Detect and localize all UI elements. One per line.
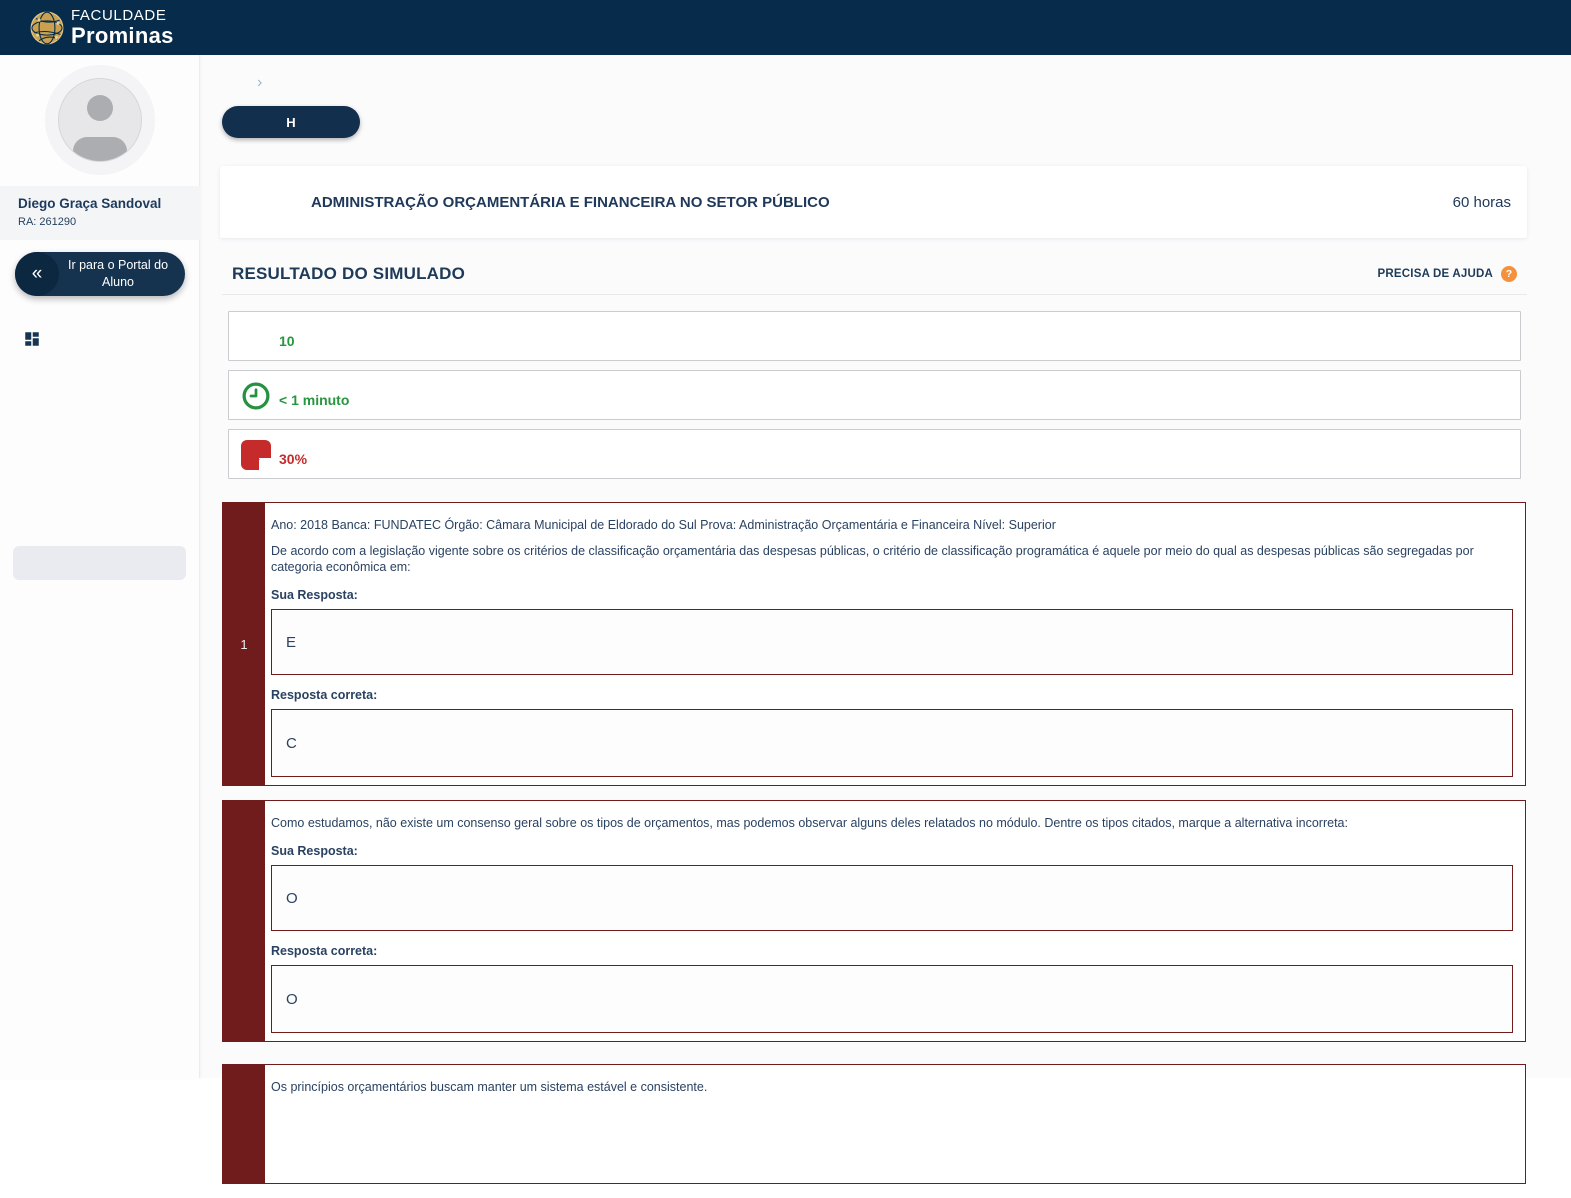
- user-ra: RA: 261290: [18, 216, 77, 228]
- question-text: Como estudamos, não existe um consenso g…: [271, 816, 1348, 830]
- stat-time-value: < 1 minuto: [279, 392, 350, 408]
- portal-button-label: Ir para o Portal do Aluno: [67, 257, 169, 290]
- h-button[interactable]: H: [222, 106, 360, 138]
- chevron-right-icon: ›: [257, 74, 263, 91]
- question-text: De acordo com a legislação vigente sobre…: [271, 544, 1474, 574]
- avatar: [45, 65, 155, 175]
- questions-list: 1 Ano: 2018 Banca: FUNDATEC Órgão: Câmar…: [222, 502, 1526, 1198]
- clock-icon: [241, 381, 271, 411]
- user-info: Diego Graça Sandoval RA: 261290: [0, 186, 200, 240]
- question-number: [223, 1065, 265, 1183]
- question-text: Os princípios orçamentários buscam mante…: [271, 1080, 708, 1094]
- note-icon: [241, 440, 271, 470]
- stat-empty-icon: [241, 322, 271, 352]
- main-content: › H ADMINISTRAÇÃO ORÇAMENTÁRIA E FINANCE…: [200, 55, 1571, 1184]
- correct-answer-box: O: [271, 965, 1513, 1033]
- stat-questions: 10: [228, 311, 1521, 361]
- question-mark-icon: ?: [1501, 265, 1517, 282]
- help-link[interactable]: PRECISA DE AJUDA ?: [1377, 265, 1517, 282]
- brand-name-bottom: Prominas: [71, 23, 174, 48]
- app-header: FACULDADE Prominas: [0, 0, 1571, 55]
- stat-questions-value: 10: [279, 333, 295, 349]
- course-title-card: ADMINISTRAÇÃO ORÇAMENTÁRIA E FINANCEIRA …: [220, 166, 1527, 238]
- course-hours: 60 horas: [1452, 193, 1511, 211]
- sidebar: Diego Graça Sandoval RA: 261290 « Ir par…: [0, 55, 200, 1078]
- question-card-2: Como estudamos, não existe um consenso g…: [222, 800, 1526, 1042]
- question-meta: Ano: 2018 Banca: FUNDATEC Órgão: Câmara …: [271, 518, 1056, 532]
- page-title: RESULTADO DO SIMULADO: [232, 263, 466, 283]
- question-body: Ano: 2018 Banca: FUNDATEC Órgão: Câmara …: [265, 503, 1525, 785]
- stat-time: < 1 minuto: [228, 370, 1521, 420]
- correct-answer-label: Resposta correta:: [271, 944, 378, 958]
- correct-answer-box: C: [271, 709, 1513, 777]
- question-body: Como estudamos, não existe um consenso g…: [265, 801, 1525, 1041]
- help-label: PRECISA DE AJUDA: [1377, 267, 1493, 280]
- your-answer-label: Sua Resposta:: [271, 588, 358, 602]
- brand-text: FACULDADE Prominas: [71, 8, 174, 47]
- brand-name-top: FACULDADE: [71, 7, 167, 24]
- your-answer-label: Sua Resposta:: [271, 844, 358, 858]
- sidebar-placeholder: [13, 546, 186, 580]
- dashboard-icon: [25, 332, 39, 346]
- correct-answer-label: Resposta correta:: [271, 688, 378, 702]
- person-icon: [58, 78, 142, 162]
- question-body: Os princípios orçamentários buscam mante…: [265, 1065, 1525, 1183]
- your-answer-box: O: [271, 865, 1513, 931]
- course-title: ADMINISTRAÇÃO ORÇAMENTÁRIA E FINANCEIRA …: [311, 193, 830, 211]
- globe-icon: [30, 11, 64, 44]
- question-card-1: 1 Ano: 2018 Banca: FUNDATEC Órgão: Câmar…: [222, 502, 1526, 786]
- portal-button[interactable]: « Ir para o Portal do Aluno: [15, 252, 185, 296]
- section-header: RESULTADO DO SIMULADO PRECISA DE AJUDA ?: [222, 253, 1527, 295]
- question-number: [223, 801, 265, 1041]
- brand-logo[interactable]: FACULDADE Prominas: [28, 8, 174, 47]
- question-card-3: Os princípios orçamentários buscam mante…: [222, 1064, 1526, 1184]
- stat-score: 30%: [228, 429, 1521, 479]
- user-name: Diego Graça Sandoval: [18, 196, 162, 211]
- sidebar-item-dashboard[interactable]: [23, 330, 43, 350]
- double-chevron-left-icon: «: [15, 252, 59, 296]
- your-answer-box: E: [271, 609, 1513, 675]
- question-number: 1: [223, 503, 265, 785]
- stat-score-value: 30%: [279, 451, 308, 467]
- stats-list: 10 < 1 minuto 30%: [228, 311, 1521, 488]
